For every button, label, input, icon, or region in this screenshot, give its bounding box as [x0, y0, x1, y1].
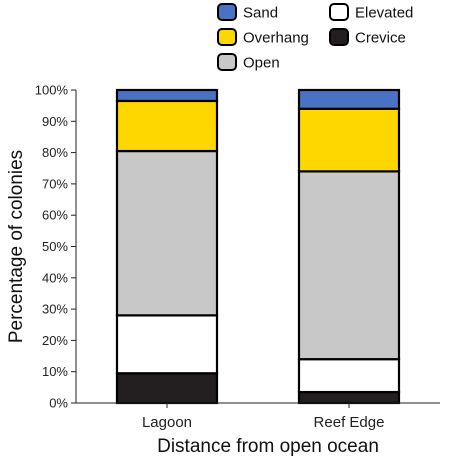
y-tick-label: 0%: [49, 396, 68, 411]
bar-segment-sand: [115, 88, 219, 103]
y-tick-label: 50%: [42, 239, 68, 254]
y-tick-label: 90%: [42, 114, 68, 129]
bar-segment-elevated: [297, 358, 401, 394]
bars: [115, 88, 401, 405]
y-tick-label: 20%: [42, 333, 68, 348]
y-tick-label: 70%: [42, 176, 68, 191]
y-tick-label: 40%: [42, 270, 68, 285]
bar-segment-open: [115, 149, 219, 317]
legend-item-open: Open: [217, 53, 280, 72]
legend-item-elevated: Elevated: [329, 3, 413, 22]
y-tick-label: 30%: [42, 302, 68, 317]
y-tick-label: 10%: [42, 364, 68, 379]
bar-segment-crevice: [297, 390, 401, 405]
y-tick-label: 100%: [35, 83, 69, 98]
legend-swatch: [217, 53, 237, 71]
bar-lagoon: [115, 88, 219, 405]
x-axis-title: Distance from open ocean: [157, 436, 379, 457]
legend-item-overhang: Overhang: [217, 28, 309, 47]
bar-segment-sand: [297, 88, 401, 110]
legend-item-crevice: Crevice: [329, 28, 406, 47]
legend-swatch: [217, 3, 237, 21]
x-tick-label: Lagoon: [142, 414, 192, 431]
bar-segment-crevice: [115, 372, 219, 405]
bar-segment-overhang: [115, 99, 219, 153]
y-axis-title: Percentage of colonies: [6, 150, 27, 343]
y-axis: 0% 10% 20% 30% 40% 50% 60% 70% 80% 90% 100%: [35, 83, 77, 411]
y-tick-label: 80%: [42, 145, 68, 160]
legend-label: Elevated: [355, 5, 413, 22]
legend-label: Open: [243, 55, 280, 72]
y-tick-label: 60%: [42, 208, 68, 223]
legend-label: Crevice: [355, 30, 406, 47]
legend: Sand Elevated Overhang Crevice Open: [217, 3, 413, 72]
legend-label: Overhang: [243, 30, 309, 47]
bar-segment-elevated: [115, 314, 219, 375]
legend-swatch: [217, 28, 237, 46]
bar-segment-overhang: [297, 107, 401, 173]
legend-item-sand: Sand: [217, 3, 278, 22]
bar-segment-open: [297, 170, 401, 361]
x-tick-label: Reef Edge: [314, 414, 385, 431]
legend-swatch: [329, 28, 349, 46]
bar-reef-edge: [297, 88, 401, 405]
legend-swatch: [329, 3, 349, 21]
x-axis: Lagoon Reef Edge: [76, 402, 440, 431]
legend-label: Sand: [243, 5, 278, 22]
